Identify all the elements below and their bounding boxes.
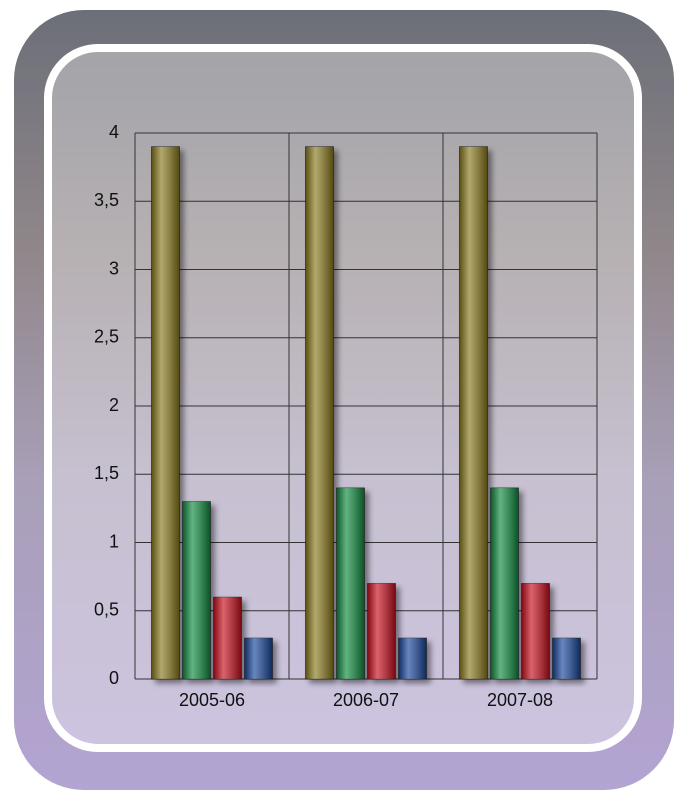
chart: 0 0,5 1 1,5 2 2,5 3 3,5 4 2005-06 2006-07 2007-08 [0,0,686,802]
bar [337,488,365,679]
bar [214,597,242,679]
bar [152,147,180,679]
bar [399,638,427,679]
y-tick-label: 4 [109,122,119,142]
bar [368,583,396,679]
y-tick-label: 0 [109,668,119,688]
y-tick-label: 1,5 [94,463,119,483]
x-tick-label: 2005-06 [179,690,245,710]
bar [553,638,581,679]
y-tick-label: 2,5 [94,327,119,347]
y-tick-label: 1 [109,531,119,551]
x-tick-label: 2006-07 [333,690,399,710]
x-tick-label: 2007-08 [487,690,553,710]
bar [183,502,211,679]
bar [491,488,519,679]
bar [245,638,273,679]
bar [522,583,550,679]
y-tick-label: 3 [109,258,119,278]
y-tick-label: 0,5 [94,600,119,620]
y-tick-label: 3,5 [94,190,119,210]
y-tick-label: 2 [109,395,119,415]
bar [306,147,334,679]
bar [460,147,488,679]
